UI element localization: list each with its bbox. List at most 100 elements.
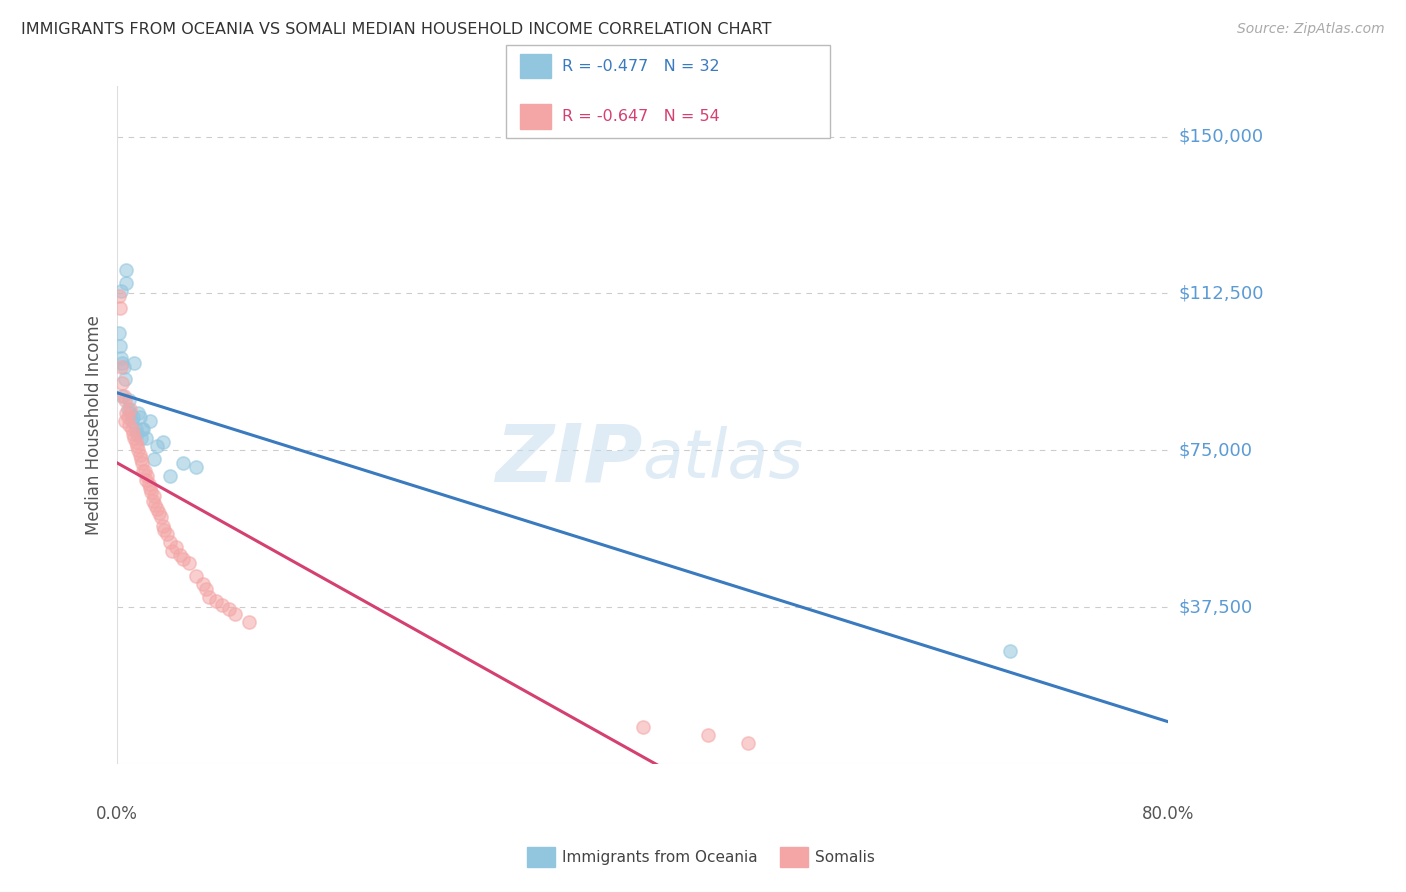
Point [224, 607, 246, 621]
Point [110, 359, 132, 374]
Point [238, 615, 260, 629]
Text: ZIP: ZIP [495, 420, 643, 499]
Point [139, 414, 162, 428]
Point [134, 464, 156, 478]
Point [115, 406, 138, 420]
Point [115, 276, 138, 290]
Point [125, 426, 148, 441]
Point [218, 602, 240, 616]
Point [114, 393, 136, 408]
Point [122, 409, 145, 424]
Point [143, 498, 166, 512]
Point [118, 393, 141, 408]
Point [159, 535, 181, 549]
Point [122, 355, 145, 369]
Text: 80.0%: 80.0% [1142, 805, 1194, 823]
Point [129, 431, 152, 445]
Point [131, 423, 153, 437]
Point [211, 599, 233, 613]
Text: $75,000: $75,000 [1180, 442, 1253, 459]
Point [114, 414, 136, 428]
Point [184, 460, 207, 475]
Point [165, 540, 187, 554]
Point [136, 468, 159, 483]
Point [129, 451, 152, 466]
Point [108, 339, 131, 353]
Point [142, 493, 165, 508]
Point [145, 439, 167, 453]
Text: Somalis: Somalis [815, 850, 876, 864]
Point [110, 285, 132, 299]
Text: $112,500: $112,500 [1180, 285, 1264, 302]
Point [117, 409, 139, 424]
Point [111, 376, 134, 391]
Text: R = -0.647   N = 54: R = -0.647 N = 54 [562, 110, 720, 124]
Point [697, 728, 720, 742]
Point [112, 389, 135, 403]
Point [135, 431, 157, 445]
Text: $150,000: $150,000 [1180, 128, 1264, 145]
Text: 0.0%: 0.0% [96, 805, 138, 823]
Point [121, 414, 143, 428]
Point [198, 590, 221, 604]
Point [172, 456, 194, 470]
Point [114, 372, 136, 386]
Point [124, 435, 146, 450]
Point [135, 473, 157, 487]
Point [145, 502, 167, 516]
Point [148, 506, 170, 520]
Text: Immigrants from Oceania: Immigrants from Oceania [562, 850, 758, 864]
Point [125, 439, 148, 453]
Point [132, 423, 155, 437]
Point [184, 569, 207, 583]
Point [162, 544, 184, 558]
Point [152, 518, 174, 533]
Point [107, 288, 129, 302]
Text: Source: ZipAtlas.com: Source: ZipAtlas.com [1237, 22, 1385, 37]
Point [172, 552, 194, 566]
Point [156, 527, 179, 541]
Point [143, 490, 166, 504]
Point [120, 406, 142, 420]
Point [153, 523, 176, 537]
Text: R = -0.477   N = 32: R = -0.477 N = 32 [562, 59, 720, 73]
Point [124, 423, 146, 437]
Point [112, 359, 135, 374]
Point [115, 263, 138, 277]
Point [128, 409, 150, 424]
Point [127, 406, 149, 420]
Point [138, 476, 160, 491]
Point [159, 468, 181, 483]
Point [737, 736, 759, 750]
Point [204, 594, 226, 608]
Point [120, 401, 142, 416]
Point [191, 577, 214, 591]
Point [117, 401, 139, 416]
Point [121, 423, 143, 437]
Text: $37,500: $37,500 [1180, 599, 1253, 616]
Point [631, 720, 654, 734]
Point [122, 431, 145, 445]
Point [132, 464, 155, 478]
Y-axis label: Median Household Income: Median Household Income [86, 316, 103, 535]
Point [139, 481, 162, 495]
Point [169, 548, 191, 562]
Point [149, 510, 172, 524]
Point [110, 351, 132, 366]
Point [118, 418, 141, 433]
Text: atlas: atlas [643, 426, 804, 492]
Point [143, 451, 166, 466]
Point [195, 582, 218, 596]
Point [128, 448, 150, 462]
Point [111, 355, 134, 369]
Point [111, 389, 134, 403]
Point [179, 557, 201, 571]
Point [152, 435, 174, 450]
Point [108, 301, 131, 315]
Text: IMMIGRANTS FROM OCEANIA VS SOMALI MEDIAN HOUSEHOLD INCOME CORRELATION CHART: IMMIGRANTS FROM OCEANIA VS SOMALI MEDIAN… [21, 22, 772, 37]
Point [131, 456, 153, 470]
Point [122, 426, 145, 441]
Point [1000, 644, 1022, 658]
Point [141, 485, 163, 500]
Point [127, 443, 149, 458]
